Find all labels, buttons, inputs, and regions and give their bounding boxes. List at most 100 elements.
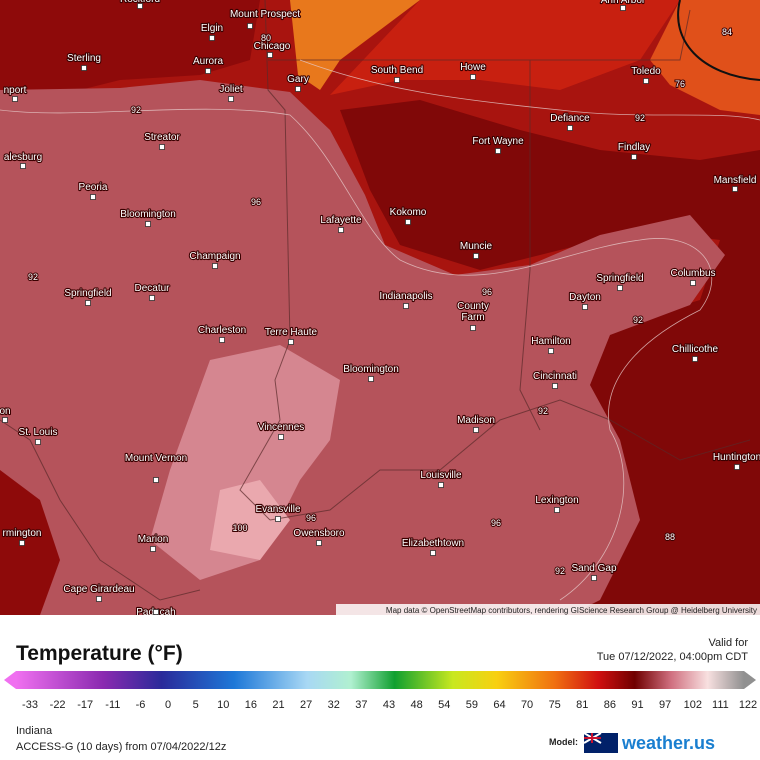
city-dot <box>548 348 554 354</box>
borders <box>0 0 751 601</box>
city-label: County Farm <box>457 301 489 323</box>
colorbar <box>16 671 744 689</box>
city-label: Hamilton <box>531 336 570 347</box>
region-light <box>150 345 340 580</box>
city-label: Ann Arbor <box>601 0 646 6</box>
contour-label: 96 <box>251 197 261 207</box>
city-dot <box>295 86 301 92</box>
city-label: Mount Prospect <box>230 9 300 20</box>
colorbar-tick-label: 70 <box>521 699 533 711</box>
city-label: Muncie <box>460 241 493 252</box>
city-dot <box>368 376 374 382</box>
colorbar-tick-label: -17 <box>77 699 93 711</box>
city-dot <box>620 5 626 11</box>
colorbar-tick-label: 81 <box>576 699 588 711</box>
city-label: Mansfield <box>714 175 757 186</box>
colorbar-tick-label: 102 <box>684 699 702 711</box>
city-label: Howe <box>460 62 486 73</box>
city-dot <box>247 23 253 29</box>
contour-label: 96 <box>482 287 492 297</box>
city-dot <box>316 540 322 546</box>
city-dot <box>212 263 218 269</box>
city-dot <box>338 227 344 233</box>
colorbar-tick-label: -33 <box>22 699 38 711</box>
state-border <box>239 0 291 521</box>
colorbar-arrow-right <box>744 671 756 689</box>
colorbar-tick-label: 37 <box>355 699 367 711</box>
city-label: Streator <box>144 132 180 143</box>
city-dot <box>288 339 294 345</box>
model-run: ACCESS-G (10 days) from 07/04/2022/12z <box>16 741 226 753</box>
isotherm <box>0 108 712 601</box>
city-label: Aurora <box>193 56 223 67</box>
city-dot <box>145 221 151 227</box>
colorbar-tick-label: 43 <box>383 699 395 711</box>
city-dot <box>12 96 18 102</box>
city-dot <box>473 427 479 433</box>
city-dot <box>267 52 273 58</box>
flag <box>583 732 618 753</box>
city-dot <box>405 219 411 225</box>
city-label: Owensboro <box>293 528 345 539</box>
contour-label: 100 <box>232 523 247 533</box>
city-dot <box>275 516 281 522</box>
city-label: Columbus <box>670 268 715 279</box>
region-red <box>330 0 680 95</box>
isotherms <box>0 59 760 601</box>
colorbar-tick-label: 91 <box>631 699 643 711</box>
city-label: Chicago <box>254 41 291 52</box>
city-label: Charleston <box>198 325 246 336</box>
city-dot <box>2 417 8 423</box>
legend-title: Temperature (°F) <box>16 642 183 665</box>
city-label: nport <box>4 85 27 96</box>
city-dot <box>219 337 225 343</box>
attribution-bg <box>336 604 760 615</box>
contour-label: 92 <box>635 113 645 123</box>
city-label: Cincinnati <box>533 371 577 382</box>
city-dot <box>153 609 159 615</box>
city-dot <box>567 125 573 131</box>
city-label: St. Louis <box>19 427 58 438</box>
contour-label: 92 <box>633 315 643 325</box>
city-label: Sterling <box>67 53 101 64</box>
city-label: rmington <box>3 528 42 539</box>
city-labels: Rockford Elgin Mount Prospect Chicago Sterli… <box>0 0 760 619</box>
city-dot <box>153 477 159 483</box>
city-dot <box>137 3 143 9</box>
city-dot <box>438 482 444 488</box>
colorbar-tick-label: -22 <box>50 699 66 711</box>
state-border <box>530 9 691 61</box>
city-dot <box>473 253 479 259</box>
city-label: Fort Wayne <box>472 136 524 147</box>
city-label: Defiance <box>550 113 590 124</box>
colorbar-tick-label: 27 <box>300 699 312 711</box>
city-dot <box>19 540 25 546</box>
city-label: Sand Gap <box>571 563 616 574</box>
contour-labels: 80 84 76 92 92 96 96 92 92 92 96 100 96 92 88 <box>27 26 733 577</box>
region-dark-sw <box>0 470 60 615</box>
city-label: Mount Vernon <box>125 453 187 464</box>
city-label: Decatur <box>134 283 170 294</box>
colorbar-tick-label: 86 <box>604 699 616 711</box>
city-label: on <box>0 406 11 417</box>
city-label: Bloomington <box>120 209 176 220</box>
city-label: Vincennes <box>258 422 305 433</box>
city-dot <box>470 74 476 80</box>
city-label: Rockford <box>120 0 160 5</box>
city-label: Cape Girardeau <box>63 584 134 595</box>
brand[interactable]: weather.us <box>621 733 715 753</box>
city-dot <box>228 96 234 102</box>
city-dot <box>209 35 215 41</box>
city-dot <box>732 186 738 192</box>
state-border <box>268 59 541 431</box>
city-label: Lafayette <box>320 215 362 226</box>
city-label: Bloomington <box>343 364 399 375</box>
colorbar-tick-label: 111 <box>712 699 729 711</box>
contour-label: 88 <box>665 532 675 542</box>
colorbar-tick-label: 0 <box>165 699 171 711</box>
city-dot <box>96 596 102 602</box>
colorbar-tick-label: 16 <box>245 699 257 711</box>
colorbar-tick-label: 10 <box>217 699 229 711</box>
